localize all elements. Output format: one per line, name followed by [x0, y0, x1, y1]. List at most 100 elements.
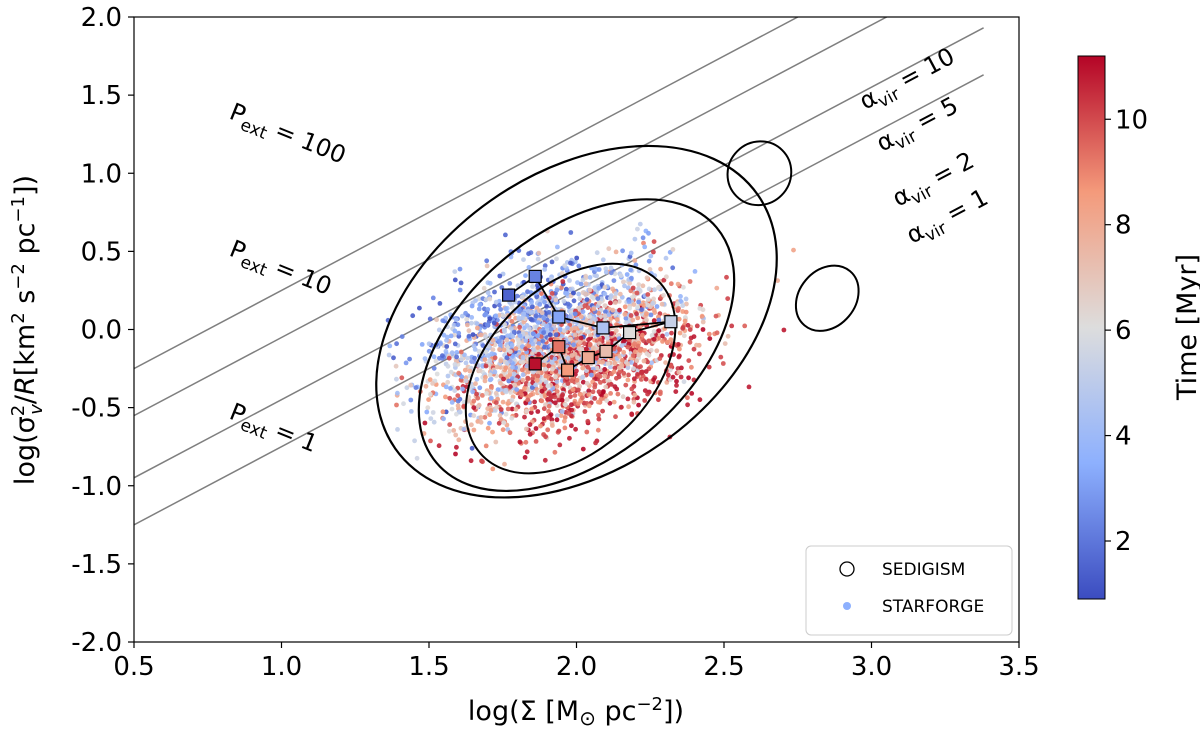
scatter-point [430, 295, 436, 301]
scatter-point [602, 284, 608, 290]
scatter-point [562, 418, 567, 424]
scatter-point [524, 426, 529, 432]
scatter-point [395, 427, 400, 432]
scatter-point [571, 342, 576, 348]
scatter-point [457, 287, 463, 293]
scatter-point [640, 332, 645, 338]
scatter-point [594, 273, 599, 279]
scatter-point [521, 257, 526, 262]
scatter-point [699, 313, 705, 319]
scatter-point [568, 230, 574, 235]
scatter-point [572, 351, 578, 357]
scatter-point [556, 428, 562, 434]
scatter-point [510, 305, 515, 311]
scatter-point [535, 345, 541, 350]
scatter-point [428, 416, 434, 421]
scatter-point [576, 305, 581, 311]
scatter-point [475, 395, 481, 401]
scatter-point [440, 318, 446, 323]
scatter-point [521, 311, 527, 317]
scatter-point [443, 384, 449, 390]
scatter-point [601, 389, 606, 394]
scatter-point [631, 366, 636, 371]
scatter-point [531, 347, 537, 353]
scatter-point [567, 346, 573, 352]
scatter-point [592, 382, 598, 387]
scatter-point [685, 395, 690, 401]
scatter-point [631, 302, 637, 307]
scatter-point [593, 317, 598, 323]
scatter-point [546, 363, 552, 369]
scatter-point [524, 334, 530, 340]
scatter-point [503, 387, 509, 393]
scatter-point [542, 457, 548, 463]
scatter-point [568, 394, 573, 400]
scatter-point [615, 391, 621, 397]
scatter-point [524, 323, 530, 328]
scatter-point [447, 395, 453, 401]
scatter-point [497, 347, 502, 352]
scatter-point [428, 438, 433, 444]
scatter-point [651, 318, 657, 324]
scatter-point [569, 402, 574, 408]
scatter-point [670, 247, 676, 252]
x-tick-label: 2.0 [556, 652, 597, 682]
scatter-point [443, 394, 448, 400]
scatter-point [498, 380, 503, 386]
scatter-point [464, 316, 470, 322]
scatter-point [680, 326, 686, 331]
scatter-point [561, 328, 567, 333]
scatter-point [687, 339, 693, 345]
scatter-point [534, 377, 540, 383]
scatter-point [676, 316, 682, 322]
scatter-point [644, 351, 650, 356]
scatter-point [617, 291, 623, 297]
y-tick-label: 2.0 [81, 3, 122, 33]
scatter-point [422, 420, 428, 426]
scatter-point [476, 306, 482, 312]
scatter-point [685, 322, 691, 328]
scatter-point [478, 415, 484, 420]
scatter-point [583, 346, 589, 352]
colorbar-tick-label: 2 [1115, 527, 1132, 557]
scatter-point [606, 246, 612, 252]
scatter-point [399, 375, 405, 381]
scatter-point [452, 269, 458, 274]
scatter-point [391, 355, 396, 361]
scatter-point [646, 230, 651, 236]
scatter-point [498, 407, 504, 412]
scatter-point [660, 339, 665, 344]
scatter-point [603, 269, 609, 275]
scatter-point [577, 296, 583, 302]
scatter-point [600, 408, 605, 414]
scatter-point [483, 297, 489, 302]
scatter-point [677, 346, 682, 352]
scatter-point [489, 351, 495, 357]
scatter-point [600, 257, 606, 263]
scatter-point [536, 250, 542, 256]
scatter-point [474, 391, 479, 397]
scatter-point [686, 358, 692, 363]
track-early-marker [664, 315, 678, 329]
scatter-point [591, 295, 596, 301]
scatter-point [525, 376, 531, 382]
scatter-point [569, 407, 575, 413]
scatter-point [401, 401, 406, 407]
scatter-point [577, 339, 583, 345]
scatter-point [453, 451, 458, 457]
scatter-point [520, 372, 526, 378]
scatter-point [651, 336, 657, 342]
scatter-point [580, 277, 586, 283]
y-axis-title: log(σ2v/R[km2 s−2 pc−1]) [8, 175, 47, 485]
scatter-point [555, 244, 560, 250]
scatter-point [600, 359, 606, 365]
scatter-point [687, 279, 693, 284]
scatter-point [596, 300, 602, 306]
scatter-point [519, 367, 525, 373]
scatter-point [523, 439, 529, 445]
scatter-point [533, 313, 539, 319]
scatter-point [394, 376, 399, 382]
scatter-point [775, 278, 780, 283]
scatter-point [563, 290, 568, 296]
scatter-point [517, 333, 523, 339]
